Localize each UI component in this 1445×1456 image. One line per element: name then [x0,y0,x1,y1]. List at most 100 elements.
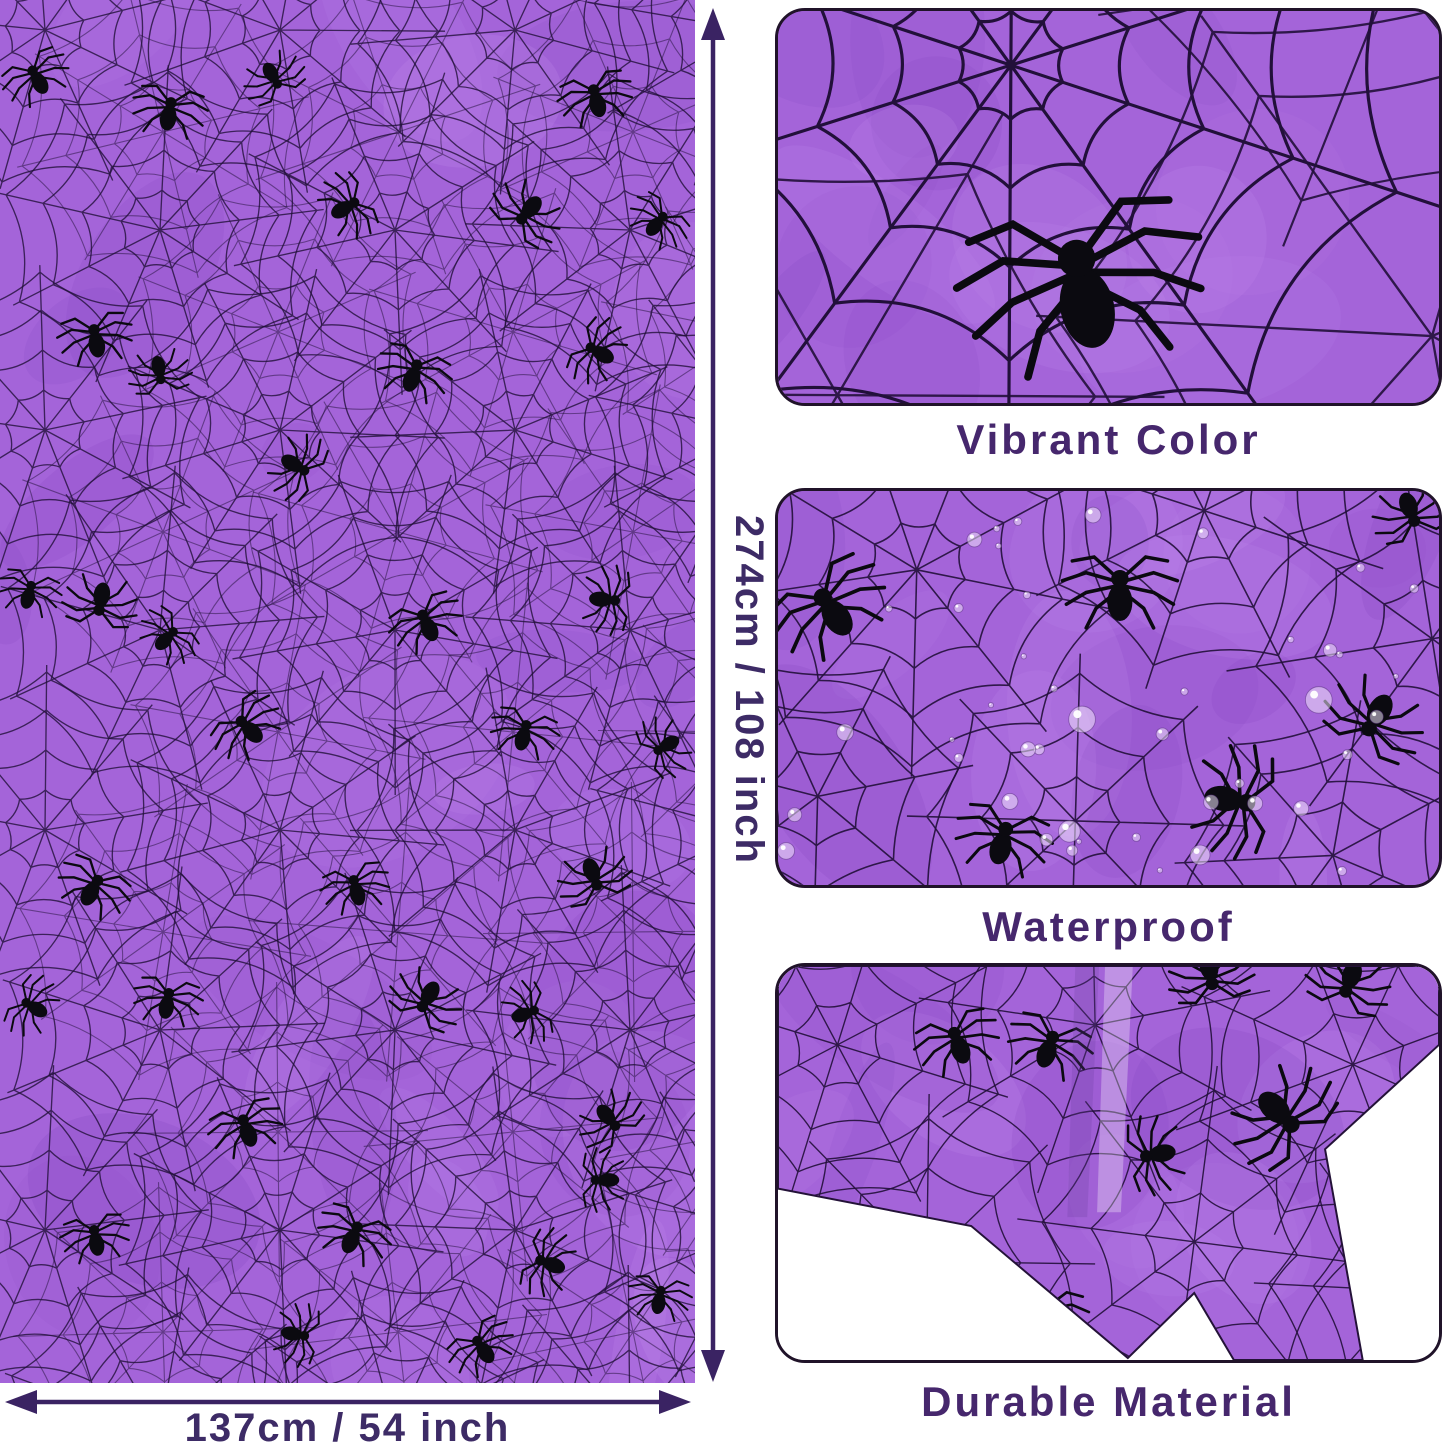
spiderweb-graphic [600,1015,695,1256]
spiderweb-graphic [0,465,325,790]
width-dimension-label: 137cm / 54 inch [184,1406,511,1450]
spiderweb-graphic [597,617,695,846]
spider-icon [582,564,631,637]
spider-icon [139,605,200,666]
spider-icon [243,49,307,107]
spider-icon [954,802,1054,879]
spider-icon [579,1088,646,1154]
spider-icon [319,861,391,916]
spiderweb-graphic [1035,491,1384,689]
waterproof-panel [775,488,1442,888]
water-droplets [778,506,1420,876]
spider-icon [556,845,633,908]
spiderweb-graphic [0,265,207,584]
spider-icon [388,966,463,1034]
spiderweb-graphic [138,192,418,472]
spiderweb-graphic [369,188,657,476]
spider-icon [1304,966,1392,1018]
spiderweb-graphic [130,584,426,880]
spider-icon [1,46,70,109]
spider-icon [0,568,63,619]
height-dimension-label: 274cm / 108 inch [727,515,771,865]
spider-icon [1126,1115,1186,1197]
spider-icon [209,689,282,762]
spider-icon [1371,491,1439,546]
spider-icon [59,1213,130,1265]
spider-icon [132,84,209,140]
spiderweb-graphic [495,1264,695,1383]
spider-icon [57,853,132,921]
spider-icon [629,191,691,251]
feature-caption-durable-material: Durable Material [921,1378,1296,1425]
spiderweb-graphic [253,387,543,677]
cloth-edge-outline [778,966,1439,1360]
spider-icon [376,342,453,405]
spiderweb-graphic [248,1182,548,1383]
durable-material-panel [775,963,1442,1363]
spiderweb-graphic [231,872,557,1195]
spiderweb-graphic [600,206,695,450]
spiderweb-graphic [4,1267,290,1383]
spiderweb-graphic [22,391,304,673]
spiderweb-graphic [14,783,312,1081]
spiderweb-graphic [233,72,559,395]
spider-icon [128,348,193,395]
spiderweb-graphic [255,0,541,275]
spider-icon [628,1275,693,1322]
spider-icon [56,311,133,367]
spiderweb-graphic [588,299,695,584]
spider-icon [500,979,554,1045]
arrow-down-icon [701,1350,725,1382]
spider-icon [388,590,463,656]
spiderweb-graphic [485,1184,695,1383]
spider-icon [317,1202,392,1268]
spider-icon [61,573,138,629]
spiderweb-graphic [127,981,429,1283]
spider-icon [1060,555,1180,630]
spider-icon [273,1303,320,1368]
water-droplets-on-cloth-icon [778,491,1439,885]
spider-icon [913,1007,1001,1078]
spider-icon [635,716,693,780]
spider-icon [519,1226,577,1298]
spider-icon [778,551,887,662]
spider-icon [952,196,1205,381]
draped-tablecloth-icon [778,966,1439,1360]
arrow-up-icon [701,8,725,40]
spiderweb-graphic [778,113,1165,403]
spiderweb-graphic [363,982,663,1282]
spider-icon [1167,966,1256,1005]
spider-icon [266,433,329,502]
spiderweb-graphic [363,582,663,882]
spider-icon [1006,1011,1094,1082]
spiderweb-graphic [778,11,1439,403]
tablecloth-full-view [0,0,695,1383]
spiderweb-graphic [349,667,671,993]
spiderweb-graphic [350,0,675,195]
spider-icon [489,706,561,761]
spider-icon [582,1147,625,1213]
spiderweb-graphic [591,1091,695,1378]
spiderweb-graphic [590,695,695,981]
spiderweb-graphic [587,0,695,186]
spiderweb-graphic [485,384,695,680]
cloth-fold-shadow [1067,966,1100,1218]
vibrant-color-panel [775,8,1442,406]
tablecloth-pattern-graphic [0,0,695,1383]
spiderweb-spider-closeup-icon [778,11,1439,403]
spider-icon [489,178,561,250]
spiderweb-graphic [248,782,548,1082]
spider-icon [446,1314,514,1379]
spider-icon [556,69,634,129]
feature-caption-vibrant-color: Vibrant Color [956,416,1261,463]
spider-icon [133,976,204,1028]
spider-icon [566,316,629,385]
spiderweb-graphic [482,781,695,1083]
feature-caption-waterproof: Waterproof [982,903,1235,950]
spider-icon [1230,1063,1340,1172]
spiderweb-graphic [13,1182,313,1383]
spiderweb-graphic [259,1270,545,1383]
spiderweb-graphic [1098,11,1439,247]
spider-icon [207,1097,284,1160]
